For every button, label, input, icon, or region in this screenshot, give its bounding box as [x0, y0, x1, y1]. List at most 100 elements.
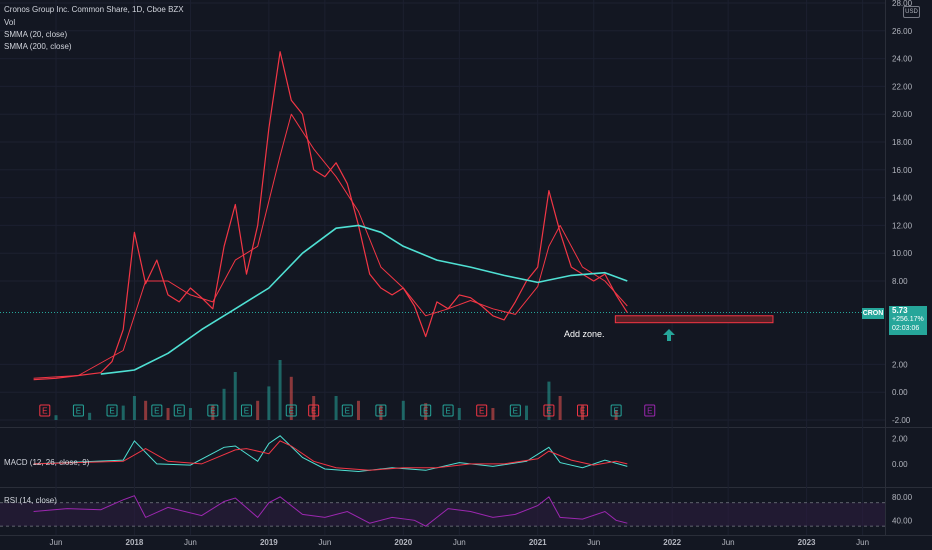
support-zone: [614, 315, 774, 324]
earnings-marker: E: [341, 404, 353, 417]
earnings-marker: E: [72, 404, 84, 417]
volume-bar: [491, 408, 495, 420]
earnings-label: E: [345, 407, 350, 416]
indicator-smma20-label: SMMA (20, close): [4, 30, 68, 39]
earnings-marker: E: [240, 404, 252, 417]
volume-bar: [547, 381, 551, 420]
volume-bar: [581, 405, 585, 420]
earnings-marker: E: [476, 404, 488, 417]
chart-title: Cronos Group Inc. Common Share, 1D, Cboe…: [4, 5, 184, 14]
time-tick-label: Jun: [50, 538, 63, 547]
arrow-up-icon: [663, 329, 675, 341]
volume-bar: [211, 405, 215, 420]
earnings-label: E: [311, 407, 316, 416]
earnings-box: [207, 404, 219, 417]
volume-bar: [256, 400, 260, 420]
price-tick-label: 14.00: [892, 194, 913, 203]
earnings-label: E: [479, 407, 484, 416]
rsi-title: RSI (14, close): [4, 496, 57, 505]
volume-bar: [334, 396, 338, 420]
price-tick-label: 18.00: [892, 138, 913, 147]
earnings-marker: E: [308, 404, 320, 417]
earnings-label: E: [154, 407, 159, 416]
macd-tick-label: 0.00: [892, 460, 908, 469]
volume-bar: [54, 415, 58, 420]
last-price: 5.73: [892, 306, 908, 315]
earnings-box: [39, 404, 51, 417]
time-tick-label: 2022: [663, 538, 681, 547]
earnings-marker: E: [509, 404, 521, 417]
earnings-box: [442, 404, 454, 417]
earnings-box: [509, 404, 521, 417]
time-tick-label: 2021: [529, 538, 547, 547]
earnings-box: [476, 404, 488, 417]
rsi-line: [33, 495, 628, 527]
zone-annotation: Add zone.: [564, 329, 605, 339]
ticker-tag: CRON: [862, 308, 884, 319]
rsi-band-fill: [0, 502, 885, 527]
earnings-box: [173, 404, 185, 417]
earnings-box: [420, 404, 432, 417]
price-series: [33, 51, 628, 381]
earnings-box: [151, 404, 163, 417]
macd-pane: [33, 435, 628, 473]
earnings-box: [577, 404, 589, 417]
volume-bar: [558, 396, 562, 420]
earnings-label: E: [244, 407, 249, 416]
volume-bar: [289, 376, 293, 420]
earnings-label: E: [445, 407, 450, 416]
volume-bar: [525, 405, 529, 420]
zone-layer: [614, 315, 774, 324]
grid: [0, 0, 932, 536]
earnings-label: E: [76, 407, 81, 416]
price-tick-label: 2.00: [892, 360, 908, 369]
price-tick-label: 12.00: [892, 221, 913, 230]
earnings-label: E: [289, 407, 294, 416]
price-tick-label: 8.00: [892, 277, 908, 286]
volume-bar: [144, 400, 148, 420]
macd-tick-label: 2.00: [892, 434, 908, 443]
time-tick-label: Jun: [722, 538, 735, 547]
earnings-marker: E: [644, 404, 656, 417]
earnings-box: [610, 404, 622, 417]
volume-bar: [312, 396, 316, 420]
last-price-tag: 5.73 +256.17% 02:03:06: [889, 306, 927, 335]
earnings-box: [240, 404, 252, 417]
bar-countdown: 02:03:06: [892, 325, 920, 332]
earnings-box: [285, 404, 297, 417]
price-tick-label: 10.00: [892, 249, 913, 258]
rsi-pane: [0, 495, 885, 527]
currency-badge[interactable]: USD: [903, 6, 920, 18]
time-tick-label: 2020: [394, 538, 412, 547]
earnings-box: [341, 404, 353, 417]
time-tick-label: Jun: [318, 538, 331, 547]
price-tick-label: -2.00: [892, 416, 911, 425]
price-tick-label: 20.00: [892, 110, 913, 119]
earnings-label: E: [423, 407, 428, 416]
time-tick-label: Jun: [587, 538, 600, 547]
volume-bar: [222, 388, 226, 420]
price-tick-label: 16.00: [892, 166, 913, 175]
volume-bars: [54, 360, 618, 420]
smma200-line: [100, 224, 628, 375]
earnings-box: [106, 404, 118, 417]
volume-bar: [267, 386, 271, 420]
earnings-marker: E: [151, 404, 163, 417]
rsi-tick-label: 80.00: [892, 493, 913, 502]
earnings-box: [543, 404, 555, 417]
volume-bar: [401, 400, 405, 420]
earnings-label: E: [513, 407, 518, 416]
earnings-box: [375, 404, 387, 417]
earnings-label: E: [546, 407, 551, 416]
earnings-marker: E: [610, 404, 622, 417]
earnings-marker: E: [106, 404, 118, 417]
earnings-box: [644, 404, 656, 417]
earnings-label: E: [580, 407, 585, 416]
earnings-box: [308, 404, 320, 417]
earnings-marker: E: [173, 404, 185, 417]
time-tick-label: 2018: [126, 538, 144, 547]
earnings-label: E: [613, 407, 618, 416]
volume-bar: [233, 372, 237, 420]
